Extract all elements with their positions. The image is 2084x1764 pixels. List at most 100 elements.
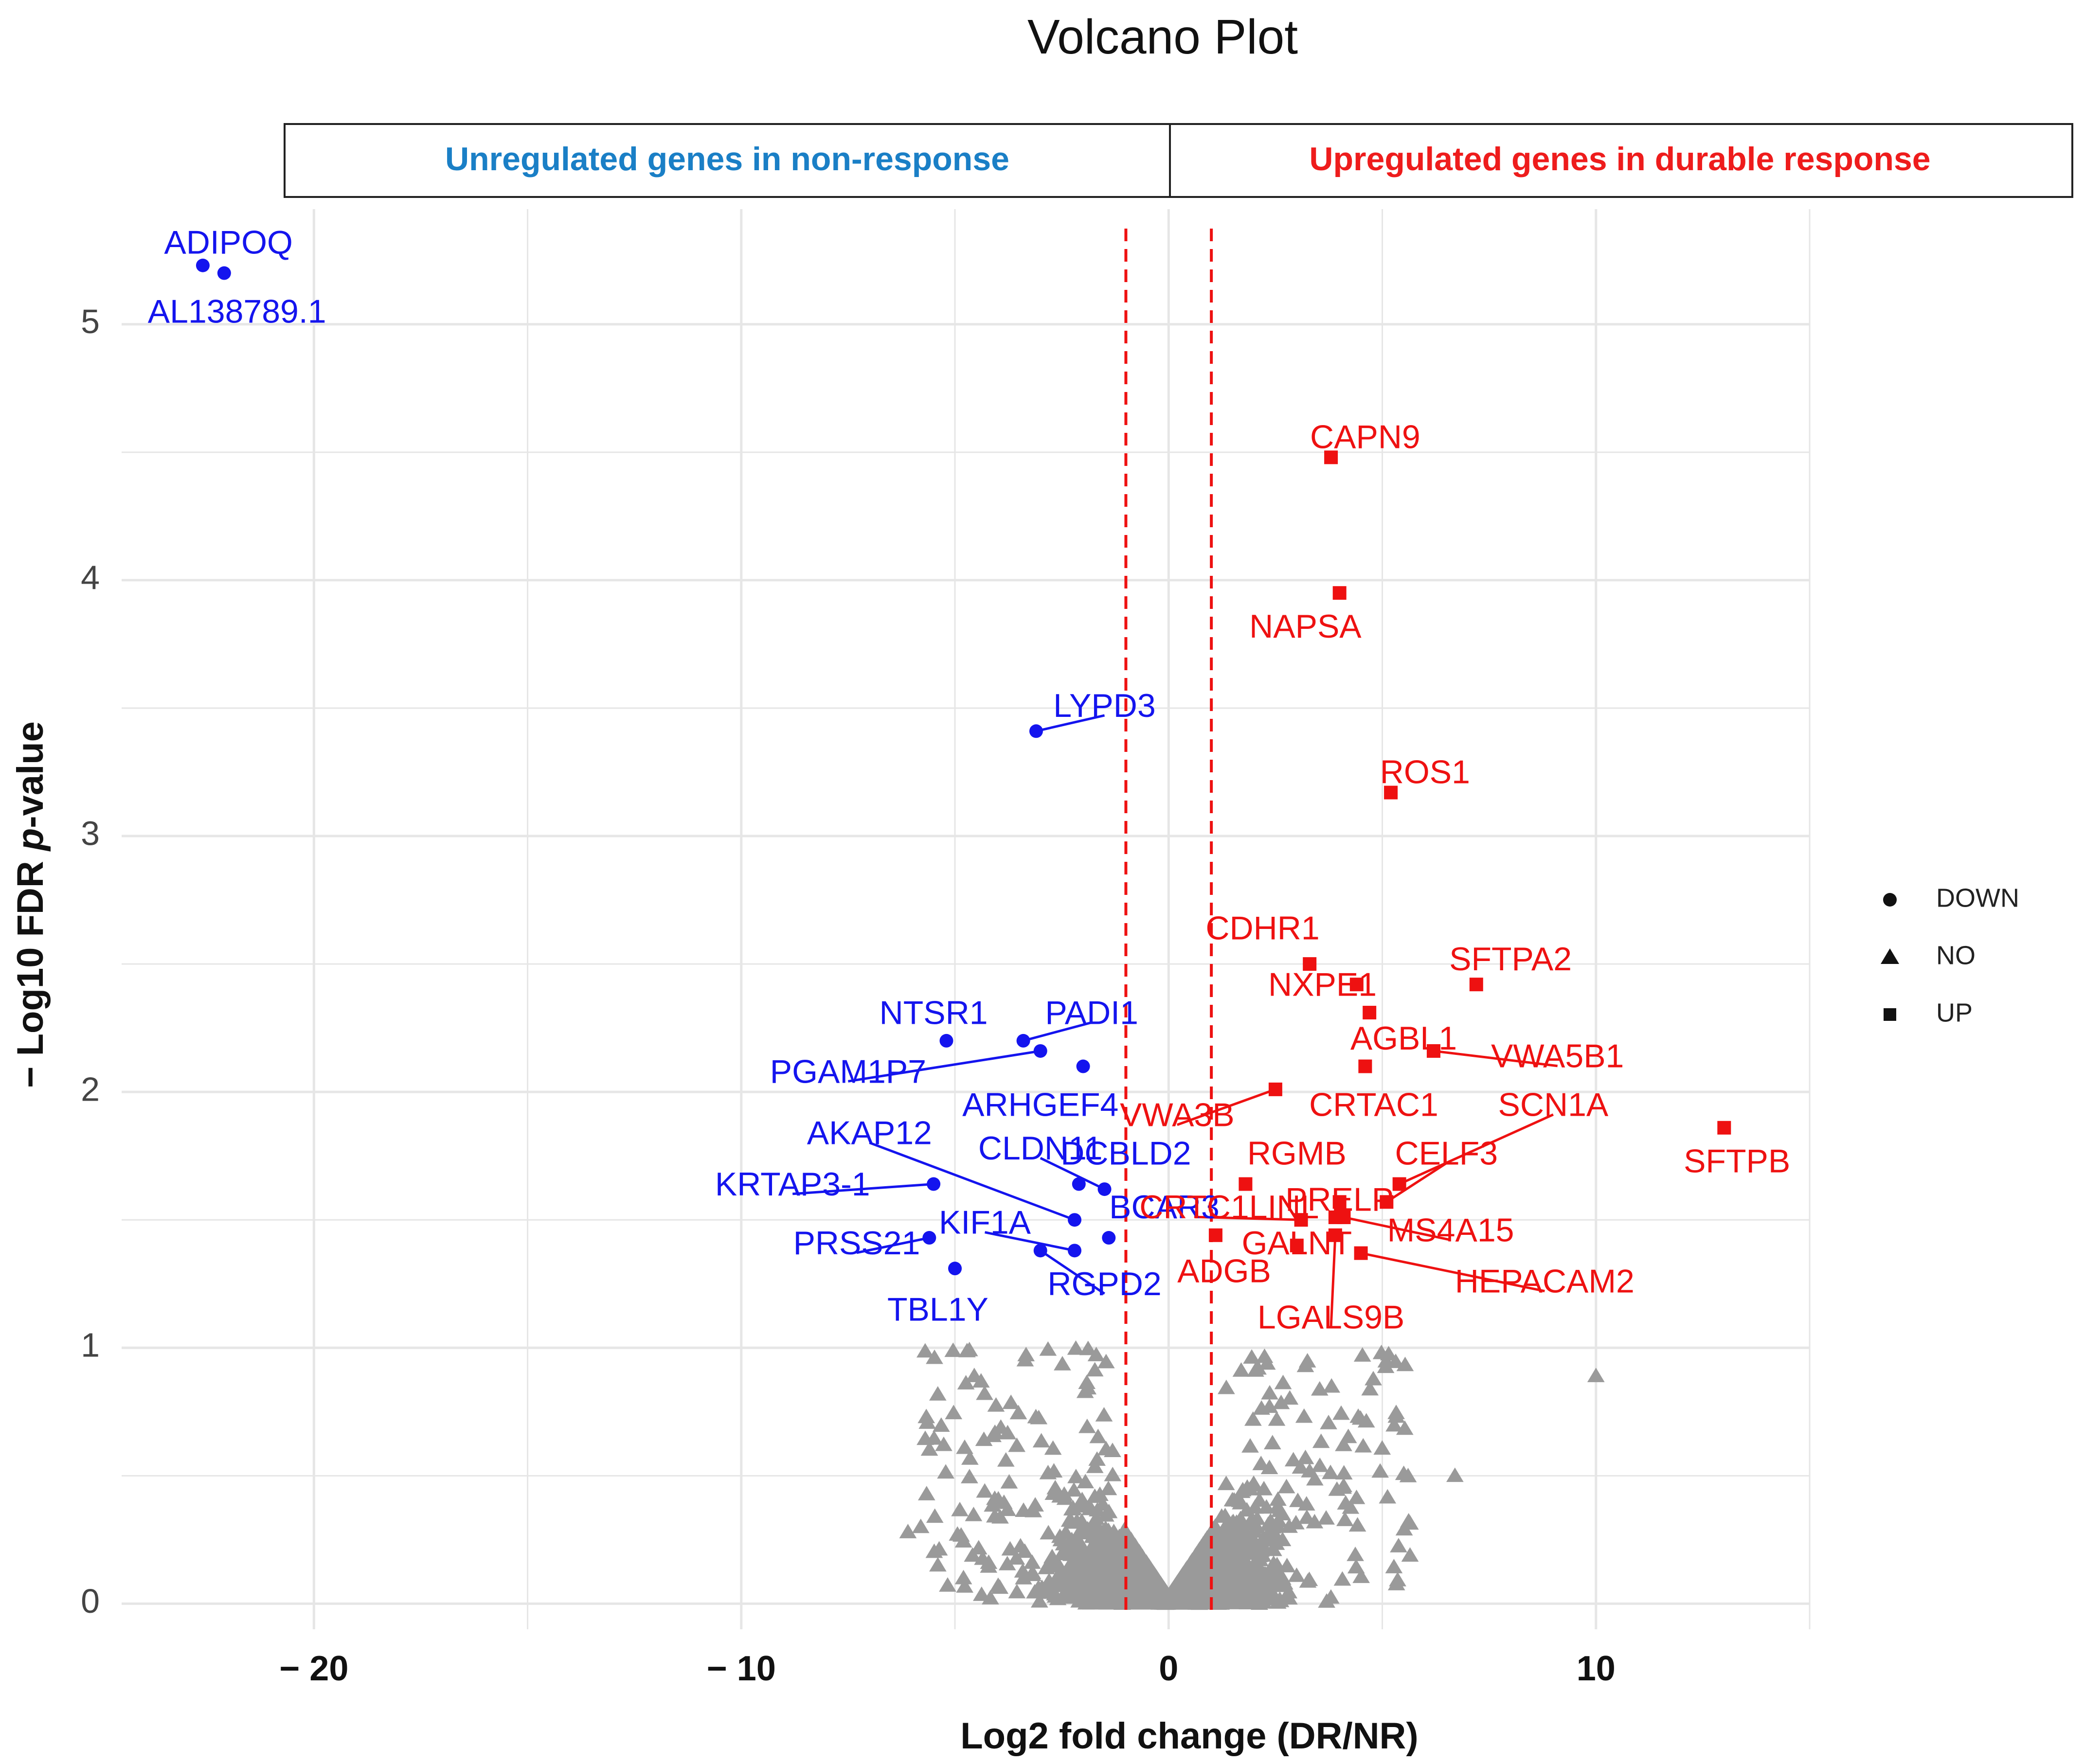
gene-label-lypd3: LYPD3 <box>1053 687 1155 724</box>
point-not-significant <box>1088 1451 1106 1466</box>
point-not-significant <box>1336 1512 1354 1526</box>
point-up-agbl1 <box>1363 1006 1377 1020</box>
gene-label-ntsr1: NTSR1 <box>880 994 988 1031</box>
point-up-crtac1 <box>1358 1059 1372 1073</box>
point-not-significant <box>965 1507 983 1521</box>
gene-label-adgb: ADGB <box>1177 1253 1271 1290</box>
point-not-significant <box>1268 1576 1285 1591</box>
point-not-significant <box>1269 1517 1287 1532</box>
point-not-significant <box>1252 1580 1270 1595</box>
y-tick-label: 1 <box>81 1326 100 1364</box>
point-not-significant <box>1040 1525 1058 1540</box>
gene-label-dcbld2: DCBLD2 <box>1060 1135 1191 1172</box>
point-down-akap12 <box>1068 1213 1082 1227</box>
point-not-significant <box>1071 1562 1089 1577</box>
legend-triangle-icon <box>1881 948 1899 964</box>
point-not-significant <box>1337 1495 1355 1510</box>
point-not-significant <box>925 1543 943 1558</box>
point-not-significant <box>1188 1546 1205 1561</box>
point-not-significant <box>991 1509 1009 1524</box>
gene-label-lgals9b: LGALS9B <box>1258 1299 1404 1336</box>
point-not-significant <box>1096 1581 1114 1596</box>
point-not-significant <box>1301 1463 1319 1478</box>
legend-square-icon <box>1884 1008 1896 1021</box>
point-not-significant <box>1280 1518 1298 1533</box>
point-not-significant <box>1060 1512 1078 1527</box>
point-not-significant <box>972 1373 990 1388</box>
point-not-significant <box>1065 1482 1083 1497</box>
point-not-significant <box>1312 1433 1330 1448</box>
point-not-significant <box>929 1386 947 1401</box>
axis-ticks: − 20 − 10 0 10 0 1 2 3 4 5 <box>81 303 1616 1688</box>
point-not-significant <box>1395 1521 1413 1536</box>
point-not-significant <box>1049 1590 1067 1605</box>
point-up-vwa5b1 <box>1426 1044 1440 1058</box>
point-not-significant <box>1263 1560 1280 1575</box>
gene-label-al138789.1: AL138789.1 <box>148 293 326 330</box>
point-up-galnt <box>1290 1238 1304 1252</box>
point-up-vwa3b <box>1268 1082 1282 1096</box>
leader-celf3 <box>1385 1162 1447 1203</box>
leader-vwa3b <box>1176 1088 1276 1126</box>
point-not-significant <box>929 1557 947 1572</box>
point-not-significant <box>1257 1541 1275 1556</box>
point-not-significant <box>997 1452 1015 1467</box>
point-not-significant <box>1248 1519 1266 1534</box>
point-not-significant <box>1256 1348 1274 1363</box>
point-not-significant <box>1295 1408 1313 1423</box>
point-not-significant <box>1191 1556 1209 1571</box>
point-not-significant <box>1232 1362 1250 1377</box>
point-not-significant <box>1377 1358 1395 1373</box>
point-not-significant <box>1044 1440 1062 1455</box>
point-not-significant <box>937 1464 954 1479</box>
point-not-significant <box>1144 1570 1162 1586</box>
point-not-significant <box>926 1508 944 1523</box>
point-up-adgb <box>1208 1228 1222 1242</box>
point-not-significant <box>926 1349 943 1364</box>
point-not-significant <box>1244 1411 1262 1426</box>
point-not-significant <box>1396 1420 1414 1435</box>
point-not-significant <box>1158 1585 1176 1600</box>
point-not-significant <box>972 1586 990 1601</box>
gene-label-napsa: NAPSA <box>1249 608 1362 645</box>
point-not-significant <box>1322 1464 1339 1479</box>
significant-points <box>196 258 1731 1276</box>
point-down-adipoq <box>196 258 210 272</box>
point-not-significant <box>1255 1480 1273 1496</box>
gene-label-vwa3b: VWA3B <box>1120 1097 1235 1134</box>
point-not-significant <box>1009 1405 1027 1420</box>
y-axis-label: − Log10 FDR p-value <box>10 721 51 1088</box>
y-tick-label: 3 <box>81 814 100 852</box>
gene-label-rgmb: RGMB <box>1247 1135 1347 1172</box>
point-not-significant <box>1083 1593 1101 1608</box>
gene-label-adipoq: ADIPOQ <box>164 224 293 261</box>
point-not-significant <box>1044 1485 1062 1500</box>
point-up-prelp <box>1332 1195 1347 1209</box>
point-not-significant <box>1352 1568 1370 1583</box>
gene-label-prelp: PRELP <box>1285 1181 1394 1218</box>
leader-crtc1 <box>1194 1215 1301 1221</box>
point-down-kif1a <box>1068 1244 1082 1258</box>
point-not-significant <box>1103 1594 1121 1609</box>
point-not-significant <box>999 1501 1016 1516</box>
leader-akap12 <box>869 1141 1075 1221</box>
point-not-significant <box>1334 1479 1352 1494</box>
point-not-significant <box>1240 1561 1258 1576</box>
point-not-significant <box>1066 1532 1083 1547</box>
point-up-hepacam2 <box>1354 1246 1368 1260</box>
gene-label-cdhr1: CDHR1 <box>1205 910 1319 947</box>
point-not-significant <box>1029 1579 1047 1594</box>
point-not-significant <box>1007 1550 1025 1565</box>
banner-right-label: Upregulated genes in durable response <box>1309 141 1930 178</box>
point-not-significant <box>916 1343 934 1358</box>
point-not-significant <box>1093 1569 1111 1584</box>
point-up-rgmb <box>1239 1177 1253 1191</box>
point-not-significant <box>1086 1362 1104 1377</box>
point-not-significant <box>1078 1418 1096 1433</box>
gene-label-rgpd2: RGPD2 <box>1047 1265 1161 1302</box>
point-not-significant <box>974 1550 991 1565</box>
gene-label-padi1: PADI1 <box>1045 994 1138 1031</box>
point-not-significant <box>1045 1463 1063 1478</box>
gene-label-linl: LINL <box>1249 1189 1319 1226</box>
